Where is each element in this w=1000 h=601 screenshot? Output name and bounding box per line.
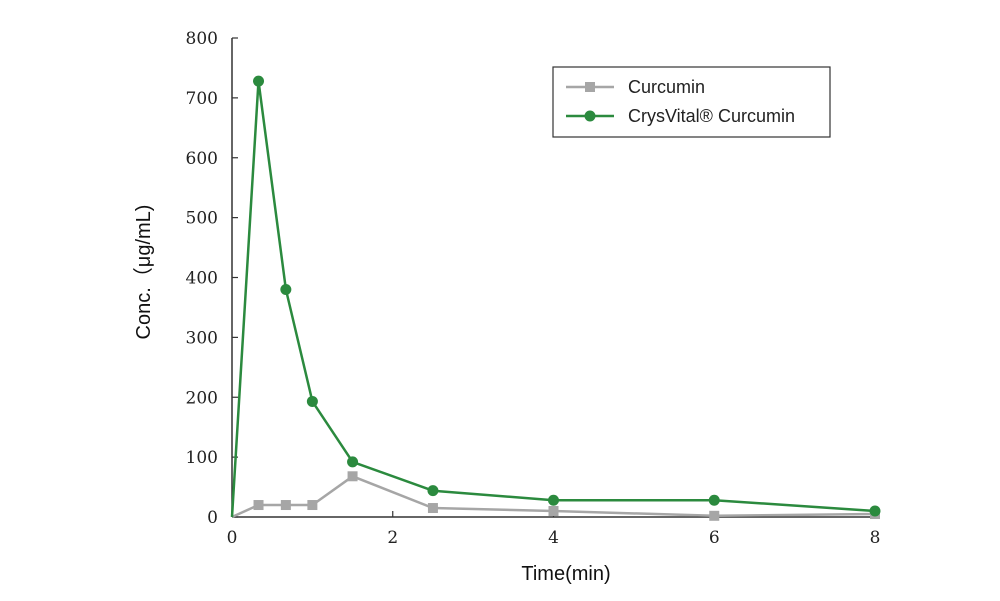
y-tick-label: 600 xyxy=(186,149,218,169)
data-point-curcumin xyxy=(253,500,264,511)
data-point-curcumin xyxy=(280,500,291,511)
legend-box xyxy=(552,66,831,138)
legend: Curcumin CrysVital® Curcumin xyxy=(552,66,831,138)
y-tick-label: 400 xyxy=(186,269,218,289)
y-tick-label: 0 xyxy=(207,508,218,528)
legend-label-curcumin: Curcumin xyxy=(628,77,705,97)
data-point-crysvital xyxy=(427,485,439,497)
data-point-crysvital xyxy=(708,494,720,506)
y-tick-label: 500 xyxy=(186,209,218,229)
y-tick-label: 800 xyxy=(186,29,218,49)
data-point-crysvital xyxy=(306,395,318,407)
y-tick-label: 300 xyxy=(186,328,218,348)
y-tick-label: 100 xyxy=(186,448,218,468)
data-point-crysvital xyxy=(280,283,292,295)
data-point-crysvital xyxy=(253,75,265,87)
legend-label-crysvital: CrysVital® Curcumin xyxy=(628,106,795,126)
x-tick-label: 0 xyxy=(227,528,238,548)
data-point-curcumin xyxy=(709,510,720,521)
data-point-curcumin xyxy=(347,471,358,482)
data-point-crysvital xyxy=(347,456,359,468)
series-layer xyxy=(230,75,881,521)
data-point-curcumin xyxy=(548,506,559,517)
x-tick-label: 6 xyxy=(709,528,720,548)
series-line-crysvital xyxy=(230,79,876,518)
y-axis-title: Conc.（μg/mL) xyxy=(132,205,155,340)
x-tick-label: 2 xyxy=(387,528,398,548)
legend-marker-curcumin xyxy=(585,82,595,92)
y-ticks: 0 100 200 300 400 500 600 700 800 xyxy=(186,29,238,528)
data-point-curcumin xyxy=(307,500,318,511)
y-tick-label: 200 xyxy=(186,388,218,408)
data-point-crysvital xyxy=(548,494,559,506)
x-tick-label: 8 xyxy=(870,528,881,548)
x-tick-label: 4 xyxy=(548,528,559,548)
y-tick-label: 700 xyxy=(186,89,218,109)
x-axis-title: Time(min) xyxy=(521,563,610,585)
data-point-crysvital xyxy=(869,505,881,517)
data-point-curcumin xyxy=(427,503,438,514)
legend-marker-crysvital xyxy=(584,110,596,122)
